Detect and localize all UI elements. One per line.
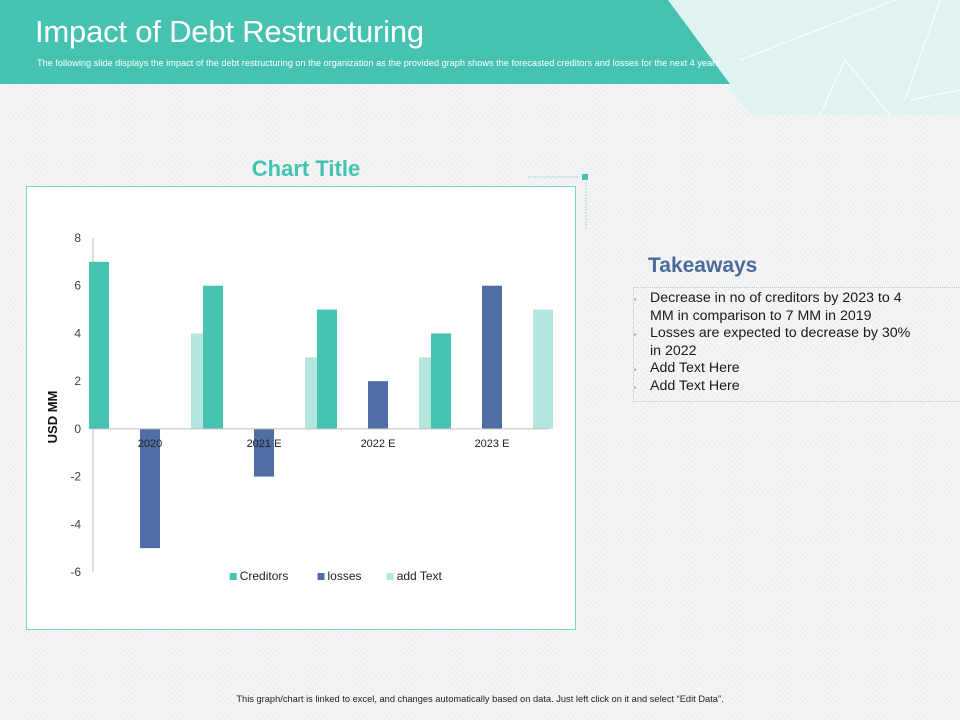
legend-swatch bbox=[386, 573, 394, 580]
bar-chart[interactable]: -6 -4 -2 0 2 4 6 8 USD MM 2020 2021 E 2022 E 2023 E C… bbox=[26, 186, 576, 630]
legend-label: losses bbox=[328, 569, 362, 583]
takeaways-title: Takeaways bbox=[648, 254, 758, 277]
footer-note: This graph/chart is linked to excel, and… bbox=[236, 694, 724, 704]
y-tick-label: 0 bbox=[74, 422, 81, 436]
y-tick-label: -6 bbox=[70, 565, 81, 579]
header-deco-line bbox=[909, 89, 960, 101]
bar-losses bbox=[140, 428, 160, 549]
takeaway-text: Losses are expected to decrease by 30% i… bbox=[650, 325, 911, 359]
takeaways-box bbox=[633, 287, 960, 402]
bar-creditors bbox=[203, 285, 223, 429]
legend-label: Creditors bbox=[240, 569, 289, 583]
y-tick-label: -2 bbox=[70, 470, 81, 484]
slide-subtitle: The following slide displays the impact … bbox=[37, 58, 720, 68]
y-axis-label: USD MM bbox=[45, 391, 60, 444]
header-deco-line bbox=[904, 0, 941, 101]
header-light-shape bbox=[668, 0, 960, 115]
bar-creditors bbox=[89, 261, 109, 429]
bar-add-text bbox=[533, 309, 553, 429]
x-tick-label: 2023 E bbox=[475, 438, 510, 450]
x-tick-label: 2020 bbox=[138, 438, 162, 450]
takeaway-item: • Losses are expected to decrease by 30% … bbox=[634, 325, 924, 360]
header-deco-line bbox=[819, 59, 891, 116]
slide-title: Impact of Debt Restructuring bbox=[35, 14, 424, 49]
legend-swatch bbox=[229, 573, 237, 580]
bullet-icon: • bbox=[634, 384, 637, 392]
bar-losses bbox=[482, 285, 502, 429]
bullet-icon: • bbox=[634, 332, 637, 339]
y-tick-label: 6 bbox=[74, 279, 81, 293]
bar-creditors bbox=[431, 333, 451, 429]
decorative-connector bbox=[528, 174, 588, 230]
takeaways-list: • Decrease in no of creditors by 2023 to … bbox=[634, 290, 924, 395]
header-banner bbox=[0, 0, 960, 116]
header-teal-band bbox=[0, 0, 730, 84]
bullet-icon: • bbox=[634, 367, 637, 374]
y-tick-label: 2 bbox=[74, 374, 81, 388]
takeaway-item: • Add Text Here bbox=[634, 360, 924, 378]
legend-label: add Text bbox=[397, 569, 443, 583]
x-tick-label: 2021 E bbox=[247, 438, 282, 450]
y-tick-label: -4 bbox=[70, 517, 81, 531]
y-tick-label: 4 bbox=[74, 326, 81, 340]
bar-losses bbox=[254, 428, 274, 477]
chart-title: Chart Title bbox=[251, 156, 361, 181]
legend-swatch bbox=[317, 573, 325, 580]
header-deco-line bbox=[739, 0, 896, 61]
connector-dot bbox=[582, 174, 588, 180]
bar-losses bbox=[368, 381, 388, 429]
takeaway-text: Add Text Here bbox=[650, 360, 740, 376]
takeaway-item: • Add Text Here bbox=[634, 378, 924, 396]
takeaway-text: Add Text Here bbox=[650, 377, 740, 394]
x-tick-label: 2022 E bbox=[361, 438, 396, 450]
bullet-icon: • bbox=[634, 297, 637, 304]
takeaway-item: • Decrease in no of creditors by 2023 to … bbox=[634, 290, 924, 325]
y-tick-label: 8 bbox=[74, 231, 81, 245]
bar-creditors bbox=[317, 309, 337, 429]
takeaway-text: Decrease in no of creditors by 2023 to 4… bbox=[650, 290, 902, 324]
